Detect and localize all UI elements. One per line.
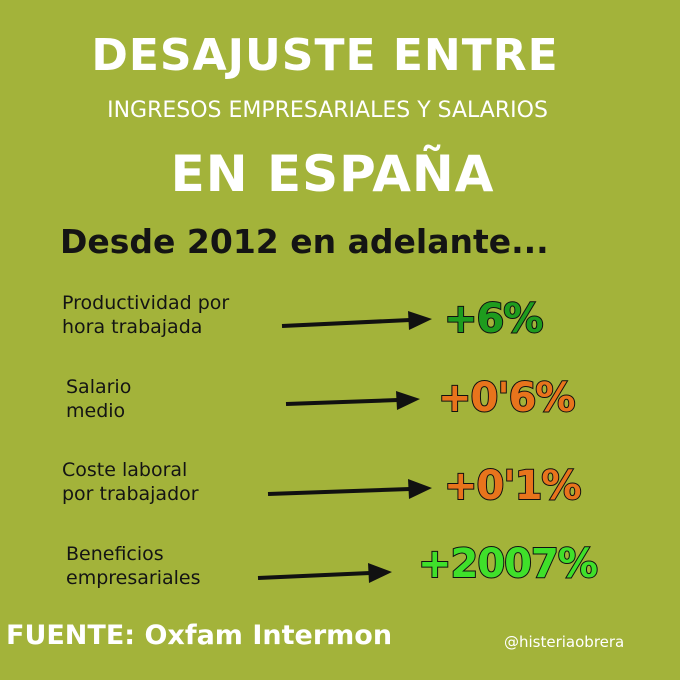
- subtitle: Desde 2012 en adelante...: [60, 222, 549, 261]
- arrow-icon: [285, 391, 420, 410]
- item-label-beneficios: Beneficios empresariales: [66, 543, 201, 589]
- item-value-productividad: +6%: [443, 295, 544, 343]
- source-credit: FUENTE: Oxfam Intermon: [6, 620, 393, 651]
- title-line-2: INGRESOS EMPRESARIALES Y SALARIOS: [107, 98, 548, 123]
- item-value-salario: +0'6%: [437, 374, 577, 422]
- arrow-icon: [257, 563, 392, 583]
- author-handle: @histeriaobrera: [504, 633, 625, 651]
- arrow-icon: [267, 479, 432, 499]
- item-label-coste: Coste laboral por trabajador: [62, 459, 199, 505]
- item-label-salario: Salario medio: [66, 376, 132, 422]
- title-line-3: EN ESPAÑA: [170, 145, 495, 203]
- item-value-coste: +0'1%: [443, 462, 583, 510]
- item-value-beneficios: +2007%: [417, 540, 599, 588]
- arrow-icon: [281, 311, 432, 330]
- item-label-productividad: Productividad por hora trabajada: [62, 292, 230, 338]
- title-line-1: DESAJUSTE ENTRE: [91, 30, 559, 81]
